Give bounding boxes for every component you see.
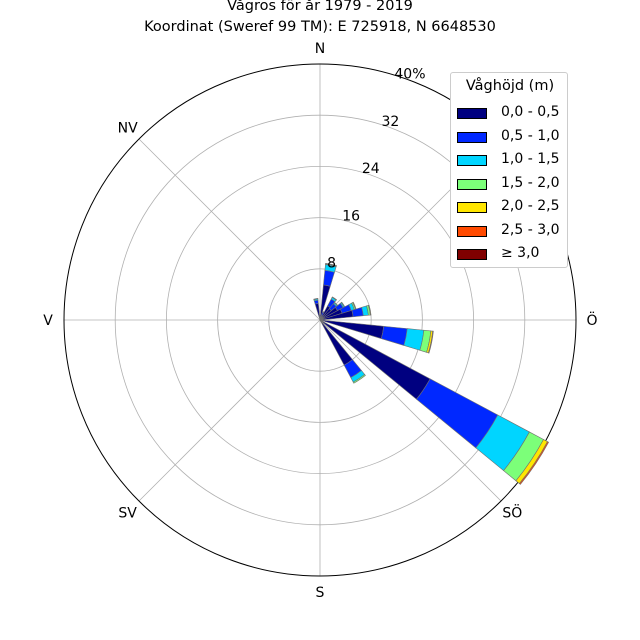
legend-swatch <box>457 225 487 237</box>
legend: Våghöjd (m) 0,0 - 0,5 0,5 - 1,0 1,0 - 1,5 1… <box>450 72 568 268</box>
rose-bar-segment <box>368 304 372 316</box>
ring-gridline <box>217 217 423 423</box>
legend-swatch <box>457 108 487 119</box>
legend-swatch <box>457 155 487 166</box>
outer-ring <box>63 63 577 577</box>
rose-bar-segment <box>518 441 550 485</box>
legend-swatch <box>457 131 487 143</box>
rose-bar-segment <box>323 269 335 287</box>
legend-item: 2,0 - 2,5 <box>457 198 567 217</box>
legend-item: 0,0 - 0,5 <box>457 104 567 123</box>
legend-title: Våghöjd (m) <box>465 78 555 94</box>
legend-label: 1,0 - 1,5 <box>501 151 560 167</box>
direction-label: SÖ <box>502 503 522 521</box>
ring-gridline <box>268 268 372 372</box>
spoke-gridline <box>138 319 321 502</box>
rose-bar-segment <box>313 298 319 301</box>
ring-gridline <box>114 114 526 526</box>
ring-gridline <box>165 165 475 475</box>
direction-label: NV <box>118 121 138 137</box>
bar-layer <box>313 262 550 485</box>
radial-tick-label: 40% <box>394 66 425 82</box>
legend-label: ≥ 3,0 <box>501 245 540 261</box>
radial-tick-label: 16 <box>342 208 360 224</box>
rose-bar-segment <box>352 373 366 384</box>
chart-title: Vågros för år 1979 - 2019 <box>227 0 413 14</box>
legend-label: 0,0 - 0,5 <box>501 104 560 120</box>
rose-bar-segment <box>325 262 337 267</box>
legend-label: 2,5 - 3,0 <box>501 221 560 238</box>
radial-tick-label: 32 <box>381 114 399 130</box>
radial-tick-label: 8 <box>327 256 336 272</box>
legend-item: 0,5 - 1,0 <box>457 127 567 147</box>
direction-label: N <box>315 41 325 57</box>
legend-swatch <box>457 178 487 190</box>
legend-swatch <box>457 202 487 213</box>
legend-item: ≥ 3,0 <box>457 245 567 264</box>
spoke-gridline <box>319 319 502 502</box>
legend-label: 0,5 - 1,0 <box>501 127 560 144</box>
legend-item: 2,5 - 3,0 <box>457 221 567 241</box>
rose-bar-segment <box>428 330 434 354</box>
direction-label: V <box>43 313 53 329</box>
legend-item: 1,0 - 1,5 <box>457 151 567 170</box>
legend-label: 1,5 - 2,0 <box>501 174 560 191</box>
spoke-gridline <box>138 138 321 321</box>
direction-label: S <box>316 585 325 601</box>
direction-label: Ö <box>586 311 597 329</box>
chart-subtitle: Koordinat (Sweref 99 TM): E 725918, N 66… <box>144 19 496 35</box>
rose-bar-segment <box>380 325 408 346</box>
direction-label: SV <box>118 505 137 521</box>
legend-label: 2,0 - 2,5 <box>501 198 560 214</box>
legend-item: 1,5 - 2,0 <box>457 174 567 194</box>
radial-tick-label: 24 <box>362 161 380 177</box>
legend-swatch <box>457 249 487 260</box>
rose-bar-segment <box>331 296 338 301</box>
